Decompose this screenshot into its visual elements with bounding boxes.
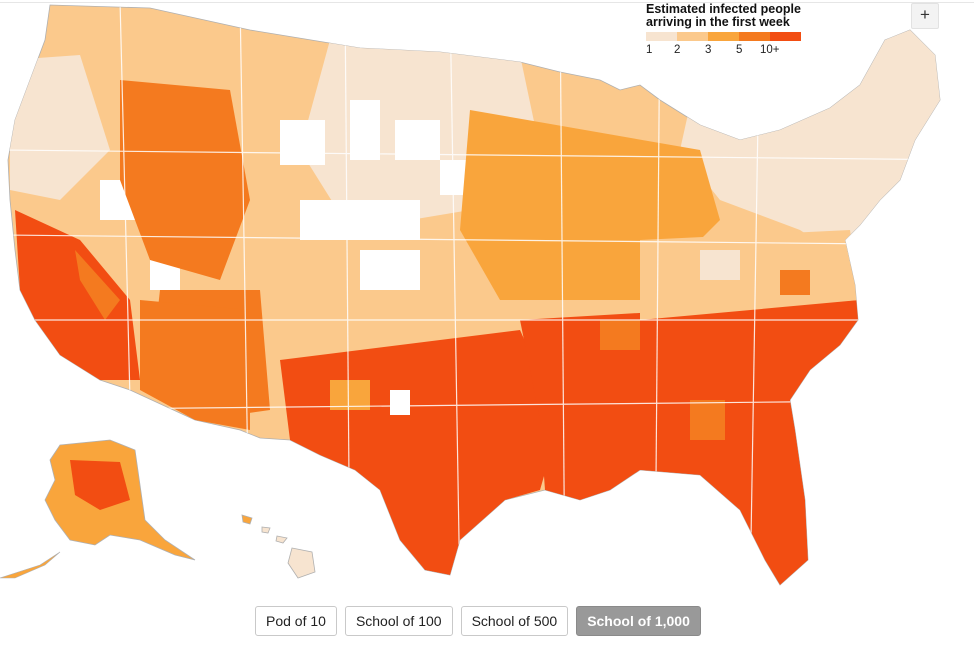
legend-swatch-5 — [739, 32, 770, 41]
zoom-in-button[interactable]: + — [911, 3, 939, 29]
hawaii — [241, 514, 316, 579]
group-size-selector: Pod of 10 School of 100 School of 500 Sc… — [255, 606, 701, 636]
legend-labels: 1 2 3 5 10+ — [646, 44, 816, 58]
school-of-500-button[interactable]: School of 500 — [460, 606, 569, 636]
top-divider — [0, 2, 974, 3]
legend-swatch-1 — [646, 32, 677, 41]
legend-swatch-2 — [677, 32, 708, 41]
map-legend: Estimated infected people arriving in th… — [646, 3, 816, 58]
legend-label-2: 2 — [674, 44, 681, 56]
pod-of-10-button[interactable]: Pod of 10 — [255, 606, 337, 636]
legend-label-10-plus: 10+ — [760, 44, 780, 56]
school-of-1000-button[interactable]: School of 1,000 — [576, 606, 701, 636]
legend-swatch-10-plus — [770, 32, 801, 41]
map-svg — [0, 4, 941, 586]
legend-label-3: 3 — [705, 44, 712, 56]
legend-title: Estimated infected people arriving in th… — [646, 2, 801, 29]
school-of-100-button[interactable]: School of 100 — [344, 606, 453, 636]
legend-swatch-3 — [708, 32, 739, 41]
legend-label-1: 1 — [646, 44, 653, 56]
legend-label-5: 5 — [736, 44, 743, 56]
continental-us — [7, 4, 941, 586]
legend-color-bar — [646, 32, 816, 41]
alaska — [0, 439, 196, 579]
us-county-choropleth-map[interactable] — [0, 0, 974, 600]
